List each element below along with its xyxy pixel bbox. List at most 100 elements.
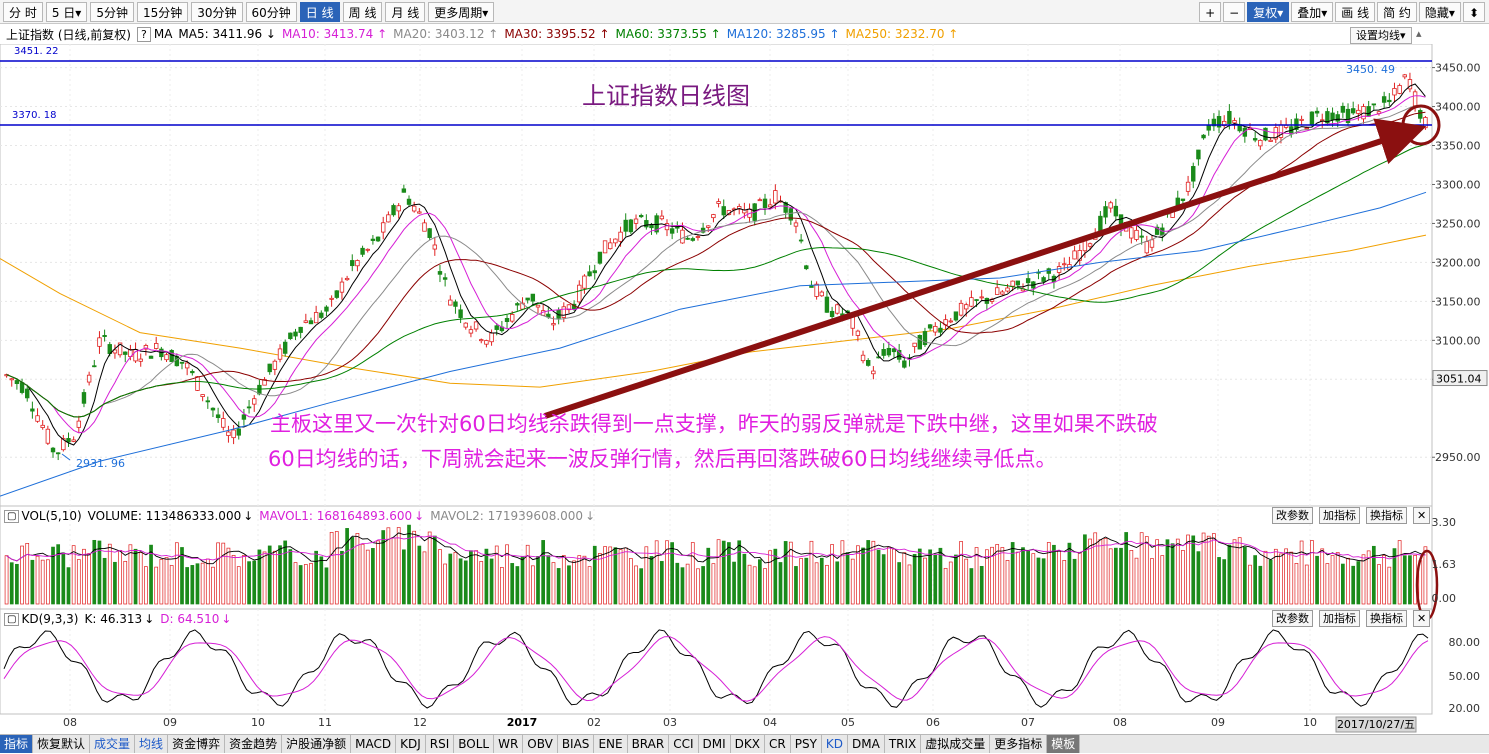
candle-body: [819, 291, 824, 297]
zoom-out-button[interactable]: −: [1223, 2, 1246, 22]
period-tab[interactable]: 15分钟: [136, 1, 189, 22]
period-tab[interactable]: 日 线: [299, 1, 340, 22]
indicator-tab[interactable]: 沪股通净额: [282, 735, 352, 753]
volume-bar: [639, 568, 644, 605]
volume-bar: [345, 528, 349, 605]
candle-body: [334, 290, 339, 298]
indicator-tab[interactable]: 更多指标: [990, 735, 1048, 753]
volume-bar: [603, 546, 607, 605]
indicator-tab[interactable]: 指标: [0, 735, 34, 753]
indicator-tab[interactable]: PSY: [791, 735, 822, 753]
volume-bar: [15, 563, 19, 605]
indicator-tab[interactable]: 虚拟成交量: [921, 735, 991, 753]
period-tab[interactable]: 5 日▾: [45, 1, 88, 22]
volume-bar: [242, 555, 246, 605]
indicator-tab[interactable]: DMA: [848, 735, 885, 753]
candle-body: [117, 342, 123, 356]
indicator-tab[interactable]: DMI: [699, 735, 731, 753]
candle-body: [246, 406, 252, 409]
collapse-icon[interactable]: ▴: [1416, 27, 1422, 40]
indicator-tab[interactable]: MACD: [351, 735, 397, 753]
highlight-circle[interactable]: [1401, 104, 1441, 146]
ma-line: [6, 105, 1426, 418]
volume-bar: [1041, 558, 1046, 605]
period-tab[interactable]: 周 线: [342, 1, 383, 22]
kd-toggle-icon[interactable]: ▢: [4, 612, 20, 626]
indicator-tab[interactable]: 均线: [135, 735, 169, 753]
indicator-tab[interactable]: DKX: [731, 735, 765, 753]
trend-arrow[interactable]: [544, 118, 1427, 419]
volume-bar: [1356, 561, 1361, 605]
indicator-tab[interactable]: 恢复默认: [33, 735, 91, 753]
indicator-tab[interactable]: TRIX: [885, 735, 922, 753]
candle-body: [1113, 205, 1119, 217]
volume-bar: [283, 540, 288, 605]
indicator-tab[interactable]: CCI: [669, 735, 699, 753]
candle-body: [1412, 91, 1418, 107]
candle-body: [1010, 280, 1015, 287]
candle-body: [143, 345, 149, 350]
draw-line-button[interactable]: 画 线: [1335, 2, 1376, 22]
indicator-tab[interactable]: CR: [765, 735, 791, 753]
x-month-label: 03: [663, 716, 677, 729]
indicator-tab[interactable]: 资金趋势: [225, 735, 283, 753]
vol-add-button[interactable]: 加指标: [1319, 507, 1360, 524]
vol-toggle-icon[interactable]: ▢: [4, 509, 20, 523]
expand-icon[interactable]: ⬍: [1462, 2, 1485, 22]
indicator-tab[interactable]: BIAS: [558, 735, 595, 753]
indicator-tab[interactable]: BRAR: [628, 735, 670, 753]
indicator-tab[interactable]: 模板: [1047, 735, 1081, 753]
period-tab[interactable]: 60分钟: [245, 1, 297, 22]
indicator-tab[interactable]: KDJ: [396, 735, 426, 753]
volume-bar: [1124, 532, 1129, 605]
period-tab[interactable]: 月 线: [385, 1, 426, 22]
volume-bar: [1196, 551, 1201, 605]
candle-body: [148, 355, 154, 359]
candle-body: [577, 284, 582, 303]
indicator-tab[interactable]: WR: [494, 735, 524, 753]
kd-y-tick: 80.00: [1449, 636, 1481, 649]
period-tab[interactable]: 5分钟: [90, 1, 134, 22]
volume-bar: [1382, 554, 1386, 605]
high-label: 3450. 49: [1346, 63, 1395, 76]
volume-bar: [840, 540, 845, 605]
kd-add-button[interactable]: 加指标: [1319, 610, 1360, 627]
indicator-tab[interactable]: OBV: [523, 735, 558, 753]
indicator-tab[interactable]: BOLL: [454, 735, 495, 753]
candle-body: [210, 407, 216, 411]
volume-bar: [1320, 548, 1325, 605]
candle-body: [432, 244, 438, 250]
volume-bar: [174, 542, 179, 605]
candle-body: [644, 220, 649, 228]
candle-body: [969, 297, 974, 307]
volume-bar: [1366, 550, 1371, 605]
help-icon[interactable]: ?: [137, 26, 151, 42]
kd-switch-button[interactable]: 换指标: [1366, 610, 1407, 627]
kline-chart[interactable]: 3451. 22 3370. 18 3450. 49 2931. 96 上证指数日线图主…: [0, 44, 1489, 754]
hide-dropdown[interactable]: 隐藏▾: [1418, 2, 1461, 22]
period-tab[interactable]: 30分钟: [191, 1, 243, 22]
indicator-tab[interactable]: 资金博弈: [168, 735, 226, 753]
indicator-tab[interactable]: ENE: [594, 735, 628, 753]
zoom-in-button[interactable]: +: [1199, 2, 1222, 22]
ma-setting-button[interactable]: 设置均线▾: [1350, 27, 1412, 44]
indicator-tab[interactable]: RSI: [426, 735, 455, 753]
volume-bar: [974, 547, 979, 605]
period-tab[interactable]: 分 时: [3, 1, 43, 22]
vol-close-icon[interactable]: ✕: [1413, 507, 1431, 524]
adjust-dropdown[interactable]: 复权▾: [1247, 2, 1290, 22]
candle-body: [933, 325, 938, 333]
period-tab[interactable]: 更多周期▾: [428, 1, 495, 22]
candle-body: [912, 342, 917, 347]
candle-body: [138, 358, 143, 362]
vol-modify-button[interactable]: 改参数: [1272, 507, 1313, 524]
volume-bar: [443, 563, 447, 605]
volume-bar: [1139, 532, 1144, 605]
vol-switch-button[interactable]: 换指标: [1366, 507, 1407, 524]
kd-modify-button[interactable]: 改参数: [1272, 610, 1313, 627]
kd-close-icon[interactable]: ✕: [1413, 610, 1431, 627]
overlay-dropdown[interactable]: 叠加▾: [1291, 2, 1334, 22]
indicator-tab[interactable]: 成交量: [90, 735, 136, 753]
simple-mode-button[interactable]: 简 约: [1377, 2, 1417, 22]
indicator-tab[interactable]: KD: [822, 735, 849, 753]
